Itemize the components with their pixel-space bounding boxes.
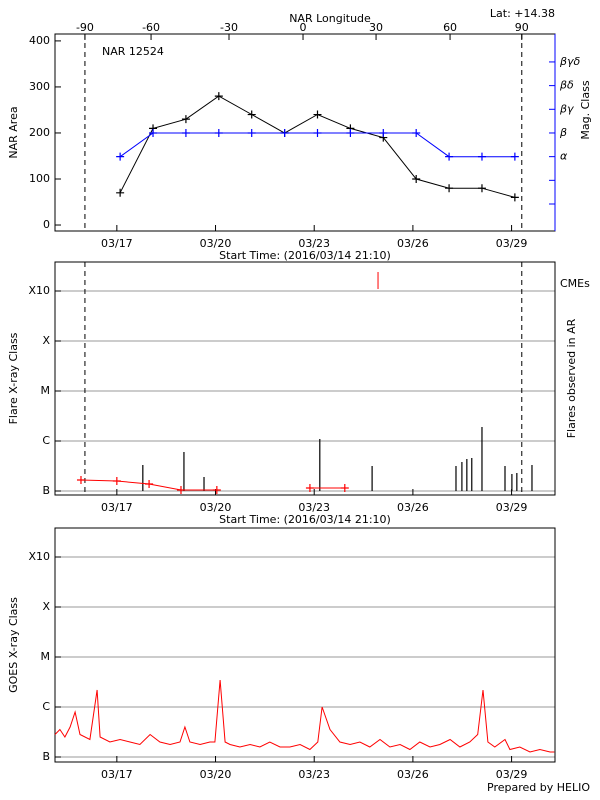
series-marker — [149, 128, 158, 137]
x-tick-label: 03/20 — [200, 501, 232, 514]
chart-title: NAR 12524 — [102, 45, 164, 58]
y-axis-title: GOES X-ray Class — [7, 597, 20, 693]
x-tick-label: 03/29 — [496, 501, 528, 514]
series-marker — [116, 188, 125, 197]
y-axis-title: NAR Area — [7, 106, 20, 158]
y-tick-label: C — [42, 434, 50, 447]
series-marker — [340, 484, 349, 492]
series-marker — [214, 92, 223, 101]
y2-axis-title: Mag. Class — [579, 80, 592, 139]
x-tick-label: 03/17 — [101, 237, 133, 250]
footer: Prepared by HELIO — [487, 781, 590, 794]
y-tick-label: X — [42, 334, 50, 347]
series-marker — [313, 110, 322, 119]
x-tick-label: 03/17 — [101, 501, 133, 514]
top-tick-label: 60 — [443, 21, 457, 34]
series-marker — [412, 174, 421, 183]
x-tick-label: 03/26 — [397, 501, 429, 514]
y-tick-label: 400 — [29, 34, 50, 47]
series-marker — [445, 152, 454, 161]
x-tick-label: 03/29 — [496, 237, 528, 250]
series-marker — [445, 184, 454, 193]
y-tick-label: 200 — [29, 126, 50, 139]
series-marker — [510, 193, 519, 202]
y-tick-label: C — [42, 700, 50, 713]
series-marker — [112, 477, 121, 485]
y2-tick-label: α — [560, 150, 568, 163]
series-marker — [116, 152, 125, 161]
y-tick-label: B — [42, 750, 50, 763]
y-tick-label: 0 — [43, 218, 50, 231]
top-tick-label: 90 — [515, 21, 529, 34]
series-marker — [214, 128, 223, 137]
y-tick-label: M — [41, 650, 51, 663]
top-axis-title: NAR Longitude — [289, 12, 371, 25]
chart-subtitle: Lat: +14.38 — [490, 7, 555, 20]
series-marker — [212, 486, 221, 494]
x-tick-label: 03/20 — [200, 768, 232, 781]
series-marker — [346, 128, 355, 137]
legend-label: CMEs — [560, 277, 590, 290]
y-tick-label: X — [42, 600, 50, 613]
series-marker — [280, 128, 289, 137]
plot-frame — [54, 261, 556, 496]
y2-tick-label: βγδ — [559, 55, 581, 68]
y-axis-title: Flare X-ray Class — [7, 332, 20, 424]
series-marker — [176, 486, 185, 494]
y-tick-label: 100 — [29, 172, 50, 185]
plot-frame — [54, 527, 556, 763]
x-tick-label: 03/26 — [397, 237, 429, 250]
top-tick-label: -30 — [220, 21, 238, 34]
x-tick-label: 03/17 — [101, 768, 133, 781]
x-tick-label: 03/23 — [298, 237, 330, 250]
top-tick-label: 0 — [300, 21, 307, 34]
y-tick-label: B — [42, 484, 50, 497]
x-tick-label: 03/20 — [200, 237, 232, 250]
x-tick-label: 03/23 — [298, 501, 330, 514]
series-marker — [145, 480, 154, 488]
y-tick-label: X10 — [28, 284, 50, 297]
series-marker — [305, 484, 314, 492]
series-marker — [477, 184, 486, 193]
y2-tick-label: βδ — [559, 79, 574, 92]
series-marker — [181, 115, 190, 124]
x-tick-label: 03/26 — [397, 768, 429, 781]
series-marker — [510, 152, 519, 161]
series-marker — [477, 152, 486, 161]
top-tick-label: -60 — [142, 21, 160, 34]
series-marker — [412, 128, 421, 137]
series-line — [54, 679, 555, 753]
series-marker — [313, 128, 322, 137]
top-tick-label: 30 — [369, 21, 383, 34]
x-tick-label: 03/29 — [496, 768, 528, 781]
y2-axis-title: Flares observed in AR — [565, 318, 578, 438]
y2-tick-label: βγ — [559, 102, 574, 115]
series-marker — [379, 128, 388, 137]
series-marker — [247, 110, 256, 119]
y2-tick-label: β — [559, 126, 567, 139]
y-tick-label: 300 — [29, 80, 50, 93]
series-marker — [247, 128, 256, 137]
y-tick-label: X10 — [28, 550, 50, 563]
x-axis-title: Start Time: (2016/03/14 21:10) — [219, 249, 391, 262]
series-marker — [181, 128, 190, 137]
x-axis-title: Start Time: (2016/03/14 21:10) — [219, 513, 391, 526]
series-marker — [76, 476, 85, 484]
y-tick-label: M — [41, 384, 51, 397]
top-tick-label: -90 — [76, 21, 94, 34]
x-tick-label: 03/23 — [298, 768, 330, 781]
